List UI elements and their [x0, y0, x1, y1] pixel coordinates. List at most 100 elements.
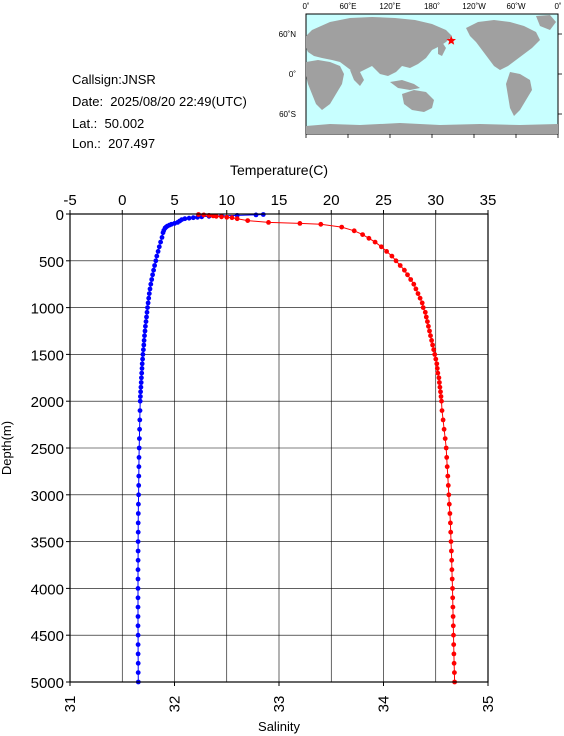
- temperature-data-point: [140, 356, 146, 362]
- temperature-data-point: [135, 614, 141, 619]
- salinity-data-point: [417, 295, 423, 301]
- salinity-data-point: [445, 483, 451, 488]
- temperature-data-point: [139, 370, 145, 376]
- map-latitude-label: 60˚S: [279, 110, 296, 119]
- salinity-data-point: [366, 235, 372, 241]
- salinity-data-point: [450, 586, 455, 591]
- temperature-tick-label: 20: [323, 192, 340, 209]
- map-latitude-label: 60˚N: [279, 30, 297, 39]
- salinity-data-point: [213, 213, 219, 219]
- temperature-data-point: [135, 586, 141, 591]
- antarctica-landmass: [306, 123, 558, 134]
- temperature-data-point: [139, 375, 144, 381]
- salinity-tick-label: 32: [167, 696, 184, 713]
- salinity-data-point: [431, 347, 437, 353]
- salinity-data-point: [360, 232, 365, 238]
- temperature-data-point: [152, 263, 158, 268]
- temperature-data-point: [141, 338, 147, 343]
- salinity-data-point: [448, 539, 454, 544]
- salinity-data-point: [351, 228, 357, 234]
- salinity-data-point: [438, 394, 444, 399]
- salinity-data-point: [440, 417, 446, 423]
- temperature-tick-label: -5: [63, 192, 76, 209]
- date-text: Date: 2025/08/20 22:49(UTC): [72, 94, 247, 109]
- salinity-data-point: [451, 632, 456, 638]
- salinity-data-point: [397, 263, 403, 268]
- depth-tick-label: 4000: [31, 581, 64, 598]
- map-latitude-label: 0˚: [289, 70, 296, 79]
- salinity-data-point: [422, 309, 428, 315]
- temperature-data-point: [146, 295, 152, 301]
- salinity-profile-line: [198, 214, 456, 683]
- salinity-data-point: [451, 651, 457, 657]
- salinity-axis-ticks: 31 32 33 34 35: [62, 682, 497, 712]
- temperature-data-point: [139, 361, 145, 367]
- temperature-data-point: [135, 632, 141, 638]
- series-layer: [135, 212, 457, 685]
- temperature-data-point: [135, 660, 141, 666]
- depth-axis-ticks: 0 500 1000 1500 2000 2500 3000 3500 4000 4500 5000: [31, 207, 70, 692]
- temperature-data-point: [135, 651, 141, 657]
- eurasia-landmass: [306, 17, 452, 76]
- salinity-data-point: [442, 436, 448, 441]
- salinity-data-point: [420, 305, 426, 310]
- salinity-data-point: [426, 323, 431, 329]
- india-landmass: [350, 70, 364, 86]
- map-longitude-label: 60˚W: [506, 2, 526, 11]
- salinity-data-point: [438, 389, 443, 395]
- salinity-data-point: [445, 473, 451, 479]
- salinity-data-point: [432, 352, 438, 357]
- temperature-tick-label: 25: [375, 192, 392, 209]
- salinity-data-point: [452, 670, 457, 675]
- temperature-data-point: [150, 272, 156, 278]
- salinity-data-point: [447, 511, 453, 516]
- salinity-data-point: [446, 492, 452, 498]
- temperature-data-point: [158, 239, 164, 245]
- temperature-data-point: [144, 309, 150, 315]
- location-map: 0˚ 60˚E 120˚E 180˚ 120˚W 60˚W 0˚ 60˚N 0˚ 60˚S: [279, 2, 562, 138]
- australia-landmass: [402, 90, 434, 112]
- salinity-tick-label: 31: [62, 696, 79, 713]
- north-america-landmass: [466, 20, 540, 70]
- map-longitude-label: 180˚: [424, 2, 440, 11]
- temperature-data-point: [140, 352, 146, 357]
- salinity-data-point: [384, 249, 389, 254]
- depth-tick-label: 1500: [31, 347, 64, 364]
- longitude-text: Lon.: 207.497: [72, 136, 156, 151]
- salinity-data-point: [379, 244, 384, 250]
- temperature-tick-label: 5: [170, 192, 178, 209]
- temperature-data-point: [151, 267, 157, 273]
- salinity-data-point: [450, 595, 456, 601]
- salinity-data-point: [402, 267, 407, 273]
- temperature-data-point: [147, 286, 153, 292]
- map-longitude-label: 60˚E: [340, 2, 357, 11]
- salinity-data-point: [415, 291, 421, 296]
- temperature-data-point: [143, 319, 149, 324]
- salinity-data-point: [450, 623, 456, 629]
- depth-tick-label: 3500: [31, 535, 64, 552]
- temperature-data-point: [135, 520, 141, 526]
- latitude-text: Lat.: 50.002: [72, 116, 145, 131]
- salinity-data-point: [450, 614, 456, 619]
- salinity-data-point: [437, 380, 442, 385]
- temperature-data-point: [146, 291, 152, 296]
- temperature-data-point: [136, 473, 142, 479]
- salinity-data-point: [435, 370, 441, 376]
- depth-tick-label: 3000: [31, 488, 64, 505]
- temperature-data-point: [253, 212, 259, 218]
- temperature-data-point: [135, 548, 141, 554]
- depth-tick-label: 500: [39, 254, 64, 271]
- salinity-data-point: [219, 214, 224, 220]
- temperature-data-point: [135, 511, 141, 516]
- temperature-data-point: [139, 366, 145, 371]
- temperature-data-point: [190, 215, 196, 221]
- salinity-data-point: [434, 361, 440, 367]
- salinity-data-point: [444, 455, 450, 460]
- salinity-data-point: [443, 445, 449, 451]
- salinity-data-point: [437, 384, 443, 390]
- temperature-data-point: [156, 244, 162, 250]
- salinity-data-point: [439, 398, 444, 404]
- depth-tick-label: 4500: [31, 628, 64, 645]
- map-land: [306, 15, 558, 134]
